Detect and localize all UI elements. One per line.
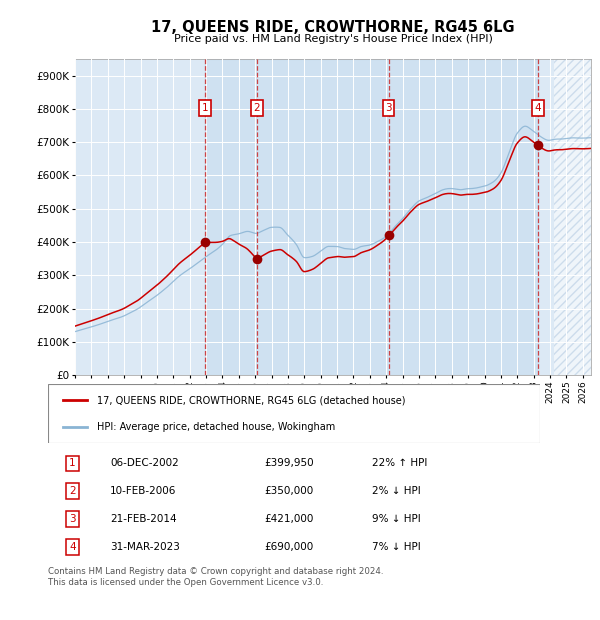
Text: 31-MAR-2023: 31-MAR-2023 xyxy=(110,542,180,552)
FancyBboxPatch shape xyxy=(48,384,540,443)
Text: 4: 4 xyxy=(535,103,541,113)
Text: 2% ↓ HPI: 2% ↓ HPI xyxy=(372,486,421,497)
Text: HPI: Average price, detached house, Wokingham: HPI: Average price, detached house, Woki… xyxy=(97,422,335,432)
Bar xyxy=(554,59,591,375)
Text: £399,950: £399,950 xyxy=(264,458,314,469)
Text: 7% ↓ HPI: 7% ↓ HPI xyxy=(372,542,421,552)
Bar xyxy=(205,59,538,375)
Text: 17, QUEENS RIDE, CROWTHORNE, RG45 6LG: 17, QUEENS RIDE, CROWTHORNE, RG45 6LG xyxy=(151,20,515,35)
Text: 1: 1 xyxy=(202,103,208,113)
Text: £350,000: £350,000 xyxy=(264,486,313,497)
Text: 10-FEB-2006: 10-FEB-2006 xyxy=(110,486,176,497)
Text: £690,000: £690,000 xyxy=(264,542,313,552)
Text: 2: 2 xyxy=(69,486,76,497)
Text: 9% ↓ HPI: 9% ↓ HPI xyxy=(372,514,421,525)
Text: 1: 1 xyxy=(69,458,76,469)
Text: 17, QUEENS RIDE, CROWTHORNE, RG45 6LG (detached house): 17, QUEENS RIDE, CROWTHORNE, RG45 6LG (d… xyxy=(97,396,406,405)
Text: 22% ↑ HPI: 22% ↑ HPI xyxy=(372,458,427,469)
Text: 06-DEC-2002: 06-DEC-2002 xyxy=(110,458,179,469)
Text: 2: 2 xyxy=(254,103,260,113)
Text: 3: 3 xyxy=(69,514,76,525)
Text: 3: 3 xyxy=(385,103,392,113)
Text: 4: 4 xyxy=(69,542,76,552)
Text: Price paid vs. HM Land Registry's House Price Index (HPI): Price paid vs. HM Land Registry's House … xyxy=(173,34,493,44)
Text: £421,000: £421,000 xyxy=(264,514,313,525)
Text: 21-FEB-2014: 21-FEB-2014 xyxy=(110,514,177,525)
Text: Contains HM Land Registry data © Crown copyright and database right 2024.
This d: Contains HM Land Registry data © Crown c… xyxy=(48,567,383,587)
